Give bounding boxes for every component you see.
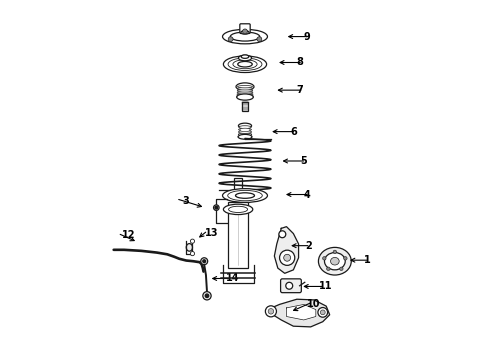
Circle shape: [228, 37, 233, 42]
Ellipse shape: [236, 193, 254, 198]
FancyBboxPatch shape: [240, 24, 250, 33]
Text: 6: 6: [290, 127, 296, 136]
Ellipse shape: [230, 32, 260, 41]
Text: 9: 9: [304, 32, 311, 41]
Ellipse shape: [237, 92, 253, 94]
Text: 4: 4: [304, 189, 311, 199]
Circle shape: [215, 206, 218, 209]
Circle shape: [279, 231, 286, 238]
Circle shape: [318, 307, 328, 317]
Ellipse shape: [240, 128, 250, 132]
Circle shape: [322, 257, 326, 260]
Ellipse shape: [241, 55, 249, 58]
Ellipse shape: [237, 96, 253, 98]
Circle shape: [286, 282, 293, 289]
Circle shape: [201, 258, 208, 265]
FancyBboxPatch shape: [234, 178, 242, 192]
Circle shape: [243, 29, 247, 34]
FancyBboxPatch shape: [281, 279, 301, 293]
Ellipse shape: [238, 134, 252, 139]
Ellipse shape: [238, 62, 252, 67]
Circle shape: [327, 267, 330, 270]
Ellipse shape: [241, 31, 249, 34]
Circle shape: [203, 292, 211, 300]
Ellipse shape: [237, 94, 253, 100]
Ellipse shape: [228, 58, 262, 71]
Text: 8: 8: [297, 58, 304, 67]
Circle shape: [266, 306, 276, 317]
Ellipse shape: [238, 135, 252, 138]
Circle shape: [284, 254, 291, 261]
Text: 3: 3: [183, 196, 190, 206]
Ellipse shape: [331, 257, 339, 265]
Ellipse shape: [228, 206, 247, 212]
Polygon shape: [266, 299, 330, 327]
Circle shape: [191, 252, 195, 256]
Ellipse shape: [239, 131, 251, 133]
Ellipse shape: [223, 204, 253, 215]
Ellipse shape: [239, 123, 251, 128]
Ellipse shape: [239, 55, 251, 61]
Ellipse shape: [237, 90, 253, 92]
Ellipse shape: [238, 85, 252, 88]
Text: 11: 11: [319, 282, 333, 292]
Circle shape: [257, 37, 262, 42]
Ellipse shape: [239, 126, 251, 129]
Polygon shape: [287, 305, 316, 320]
Ellipse shape: [233, 60, 257, 69]
Ellipse shape: [238, 133, 252, 136]
Ellipse shape: [239, 128, 251, 131]
Text: 10: 10: [307, 300, 321, 309]
Text: 13: 13: [205, 228, 219, 238]
Ellipse shape: [324, 253, 345, 270]
Polygon shape: [274, 227, 298, 273]
FancyBboxPatch shape: [242, 102, 248, 111]
Circle shape: [268, 309, 274, 314]
Circle shape: [280, 250, 295, 265]
Text: 7: 7: [297, 85, 304, 95]
Circle shape: [205, 294, 209, 297]
Circle shape: [343, 257, 347, 260]
Ellipse shape: [222, 29, 268, 44]
Text: 5: 5: [300, 156, 307, 166]
Ellipse shape: [237, 94, 253, 96]
Ellipse shape: [186, 244, 193, 251]
Text: 2: 2: [305, 241, 312, 251]
Ellipse shape: [222, 189, 268, 202]
Circle shape: [191, 239, 195, 243]
Circle shape: [214, 205, 219, 210]
Ellipse shape: [223, 56, 267, 72]
FancyBboxPatch shape: [228, 202, 248, 268]
Ellipse shape: [236, 83, 254, 90]
Ellipse shape: [318, 247, 351, 275]
Ellipse shape: [228, 190, 262, 201]
Text: 14: 14: [226, 274, 240, 283]
Circle shape: [203, 260, 206, 262]
Circle shape: [320, 310, 325, 315]
Circle shape: [333, 250, 337, 253]
Text: 12: 12: [122, 230, 136, 240]
Text: 1: 1: [364, 255, 371, 265]
Ellipse shape: [237, 87, 253, 90]
Circle shape: [340, 267, 343, 270]
